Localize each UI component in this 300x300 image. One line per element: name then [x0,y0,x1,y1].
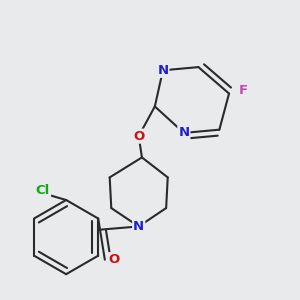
Text: O: O [108,253,119,266]
Text: O: O [133,130,144,142]
Text: F: F [239,84,248,97]
Text: N: N [178,126,189,140]
Text: N: N [133,220,144,233]
Text: N: N [157,64,169,77]
Text: Cl: Cl [36,184,50,197]
